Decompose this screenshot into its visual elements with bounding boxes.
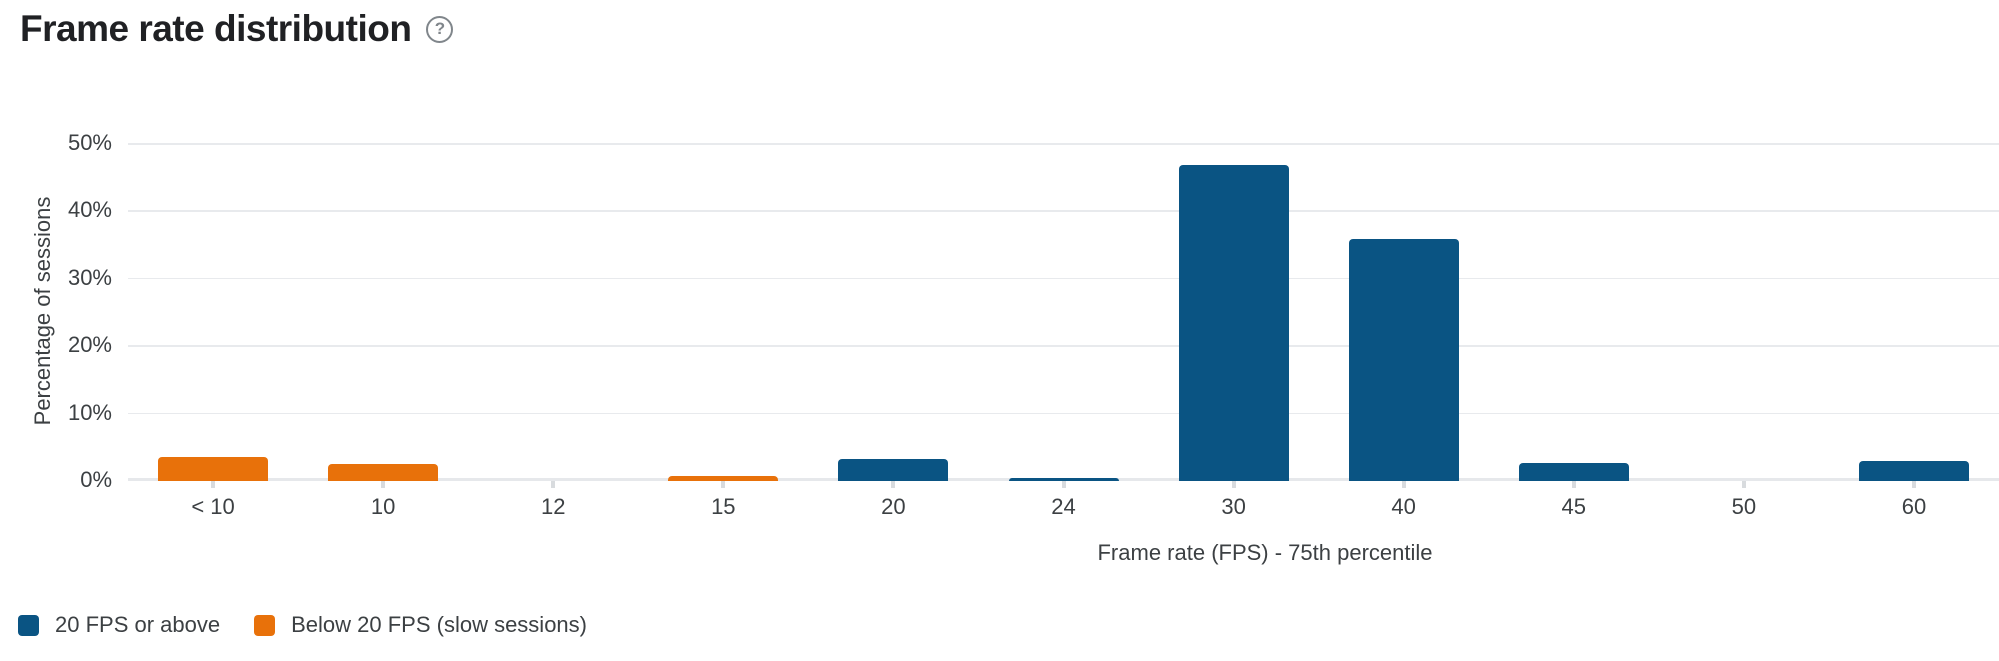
y-tick-label: 40% [67,197,112,223]
bar-40[interactable] [1348,239,1459,481]
gridline [128,277,1999,280]
bar-20[interactable] [838,459,949,481]
legend-label: 20 FPS or above [55,612,221,637]
x-tick-label: 60 [1901,494,1927,519]
axis-tick-mark [721,481,726,488]
axis-tick-mark [381,481,386,488]
x-tick-label: 12 [540,494,566,519]
chart-header: Frame rate distribution ? [20,8,454,50]
bar-10[interactable] [158,457,269,481]
bar-60[interactable] [1858,461,1969,481]
x-tick-label: 45 [1561,494,1586,519]
gridline [128,412,1999,415]
axis-tick-mark [1911,481,1916,488]
gridline [128,345,1999,347]
x-tick-label: 50 [1731,494,1757,519]
gridline [128,210,1999,212]
bar-24[interactable] [1008,478,1119,481]
y-tick-label: 0% [80,467,112,492]
y-tick-label: 30% [67,264,112,290]
help-icon[interactable]: ? [426,15,454,43]
legend-swatch-icon [254,614,276,636]
bar-45[interactable] [1518,463,1629,481]
x-tick-label: 20 [881,494,906,519]
y-tick-label: 10% [67,399,112,425]
page-title: Frame rate distribution [20,8,412,49]
axis-tick-mark [1231,481,1236,488]
x-tick-label: < 10 [191,494,235,519]
x-tick-label: 15 [711,494,736,519]
x-tick-label: 24 [1051,494,1076,519]
axis-tick-mark [1571,481,1576,488]
legend-item[interactable]: Below 20 FPS (slow sessions) [254,612,587,638]
axis-tick-mark [891,481,896,488]
x-axis-title: Frame rate (FPS) - 75th percentile [1097,540,1433,565]
y-tick-label: 20% [67,332,112,358]
legend-swatch-icon [18,614,39,636]
gridline [128,143,1999,145]
axis-tick-mark [551,481,556,488]
y-tick-label: 50% [67,130,112,155]
axis-tick-mark [1061,481,1066,488]
axis-tick-mark [1401,481,1406,488]
axis-tick-mark [211,481,216,488]
legend-item[interactable]: 20 FPS or above [18,612,220,638]
bar-15[interactable] [668,476,779,481]
bar-30[interactable] [1178,165,1289,481]
legend-label: Below 20 FPS (slow sessions) [291,612,587,637]
axis-tick-mark [1741,481,1746,488]
x-tick-label: 40 [1391,494,1416,519]
legend: 20 FPS or above Below 20 FPS (slow sessio… [18,612,587,638]
x-tick-label: 10 [370,494,396,519]
bar-10[interactable] [328,464,439,481]
y-axis-title: Percentage of sessions [30,196,55,426]
x-tick-label: 30 [1221,494,1246,519]
